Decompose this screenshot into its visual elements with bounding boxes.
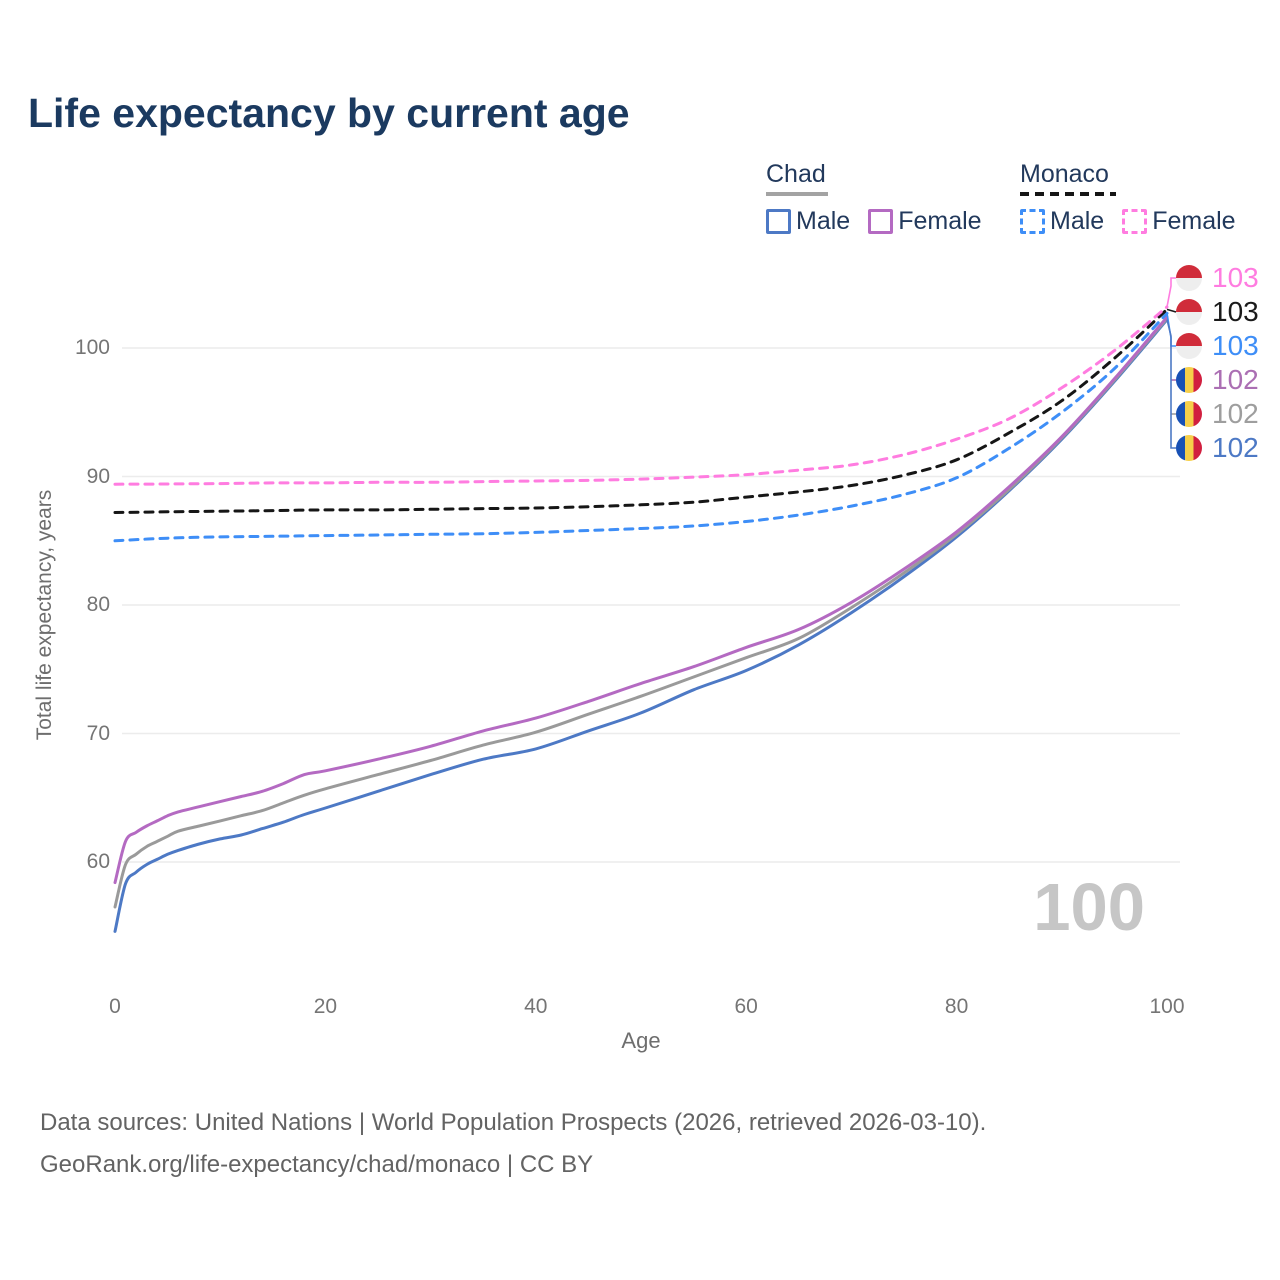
y-tick-label: 100 bbox=[74, 336, 110, 359]
legend-group-monaco: Monaco Male Female bbox=[1020, 160, 1236, 236]
y-tick-label: 70 bbox=[86, 721, 110, 745]
chad-flag-icon bbox=[1176, 435, 1202, 461]
chad-flag-icon bbox=[1176, 401, 1202, 427]
footer-source-line: Data sources: United Nations | World Pop… bbox=[40, 1109, 987, 1136]
end-value: 103 bbox=[1212, 330, 1259, 361]
end-label-chad-both: 102 bbox=[1176, 399, 1259, 429]
legend-item-monaco-male[interactable]: Male bbox=[1020, 207, 1104, 236]
x-tick-label: 100 bbox=[1149, 995, 1185, 1018]
x-axis-title: Age bbox=[621, 1028, 661, 1053]
series-line-monaco-both bbox=[113, 307, 1169, 514]
series-line-monaco-female bbox=[113, 305, 1169, 486]
legend-item-chad-female[interactable]: Female bbox=[868, 207, 982, 236]
chad-female-checkbox-icon[interactable] bbox=[868, 209, 894, 234]
x-tick-label: 80 bbox=[944, 995, 969, 1018]
monaco-flag-icon bbox=[1176, 299, 1202, 325]
monaco-female-label[interactable]: Female bbox=[1152, 207, 1236, 235]
chart-title: Life expectancy by current age bbox=[28, 90, 630, 136]
x-tick-label: 40 bbox=[524, 995, 548, 1018]
monaco-male-label[interactable]: Male bbox=[1050, 207, 1105, 235]
chad-flag-icon bbox=[1176, 367, 1202, 393]
legend-item-monaco-female[interactable]: Female bbox=[1122, 207, 1236, 236]
end-value: 102 bbox=[1212, 432, 1259, 463]
legend-header-chad: Chad bbox=[766, 160, 826, 188]
x-tick-label: 20 bbox=[313, 995, 338, 1018]
end-label-monaco-female: 103 bbox=[1176, 263, 1259, 293]
gridlines bbox=[122, 347, 1180, 863]
footer-url-line: GeoRank.org/life-expectancy/chad/monaco … bbox=[40, 1151, 594, 1178]
monaco-male-checkbox-icon[interactable] bbox=[1020, 209, 1045, 234]
end-label-chad-male: 102 bbox=[1176, 433, 1259, 463]
legend-item-chad-male[interactable]: Male bbox=[766, 207, 850, 236]
end-value: 102 bbox=[1212, 364, 1259, 395]
leader-line bbox=[1166, 319, 1176, 449]
chad-female-label[interactable]: Female bbox=[898, 207, 982, 235]
series-line-monaco-male bbox=[113, 311, 1169, 543]
series-lines bbox=[113, 305, 1169, 933]
x-tick-label: 60 bbox=[734, 995, 758, 1018]
end-value: 103 bbox=[1212, 262, 1259, 293]
legend-group-chad: Chad Male Female bbox=[766, 160, 982, 236]
leader-line bbox=[1166, 308, 1177, 313]
end-label-chad-female: 102 bbox=[1176, 365, 1259, 395]
x-tick-label: 0 bbox=[109, 995, 121, 1018]
end-label-monaco-both: 103 bbox=[1176, 297, 1259, 327]
chad-male-label[interactable]: Male bbox=[796, 207, 851, 235]
monaco-line-style-sample bbox=[1020, 192, 1116, 196]
legend-header-monaco: Monaco bbox=[1020, 160, 1109, 188]
chad-male-checkbox-icon[interactable] bbox=[766, 209, 791, 234]
monaco-flag-icon bbox=[1176, 333, 1202, 359]
series-line-chad-male bbox=[113, 318, 1169, 933]
y-tick-label: 60 bbox=[86, 850, 110, 873]
y-tick-label: 80 bbox=[86, 593, 110, 616]
y-tick-label: 90 bbox=[86, 464, 110, 488]
leader-line bbox=[1166, 277, 1176, 308]
series-line-chad-both bbox=[113, 316, 1169, 909]
end-value: 102 bbox=[1212, 398, 1259, 429]
monaco-flag-icon bbox=[1176, 265, 1202, 291]
series-line-chad-female bbox=[113, 315, 1169, 885]
end-value: 103 bbox=[1212, 296, 1259, 327]
legend-row-monaco: Male Female bbox=[1020, 207, 1236, 236]
chad-line-style-sample bbox=[766, 192, 828, 196]
legend-row-chad: Male Female bbox=[766, 207, 982, 236]
end-label-leader-lines bbox=[1166, 277, 1177, 449]
end-label-monaco-male: 103 bbox=[1176, 331, 1259, 361]
monaco-female-checkbox-icon[interactable] bbox=[1122, 209, 1148, 234]
age-watermark: 100 bbox=[1033, 870, 1145, 945]
